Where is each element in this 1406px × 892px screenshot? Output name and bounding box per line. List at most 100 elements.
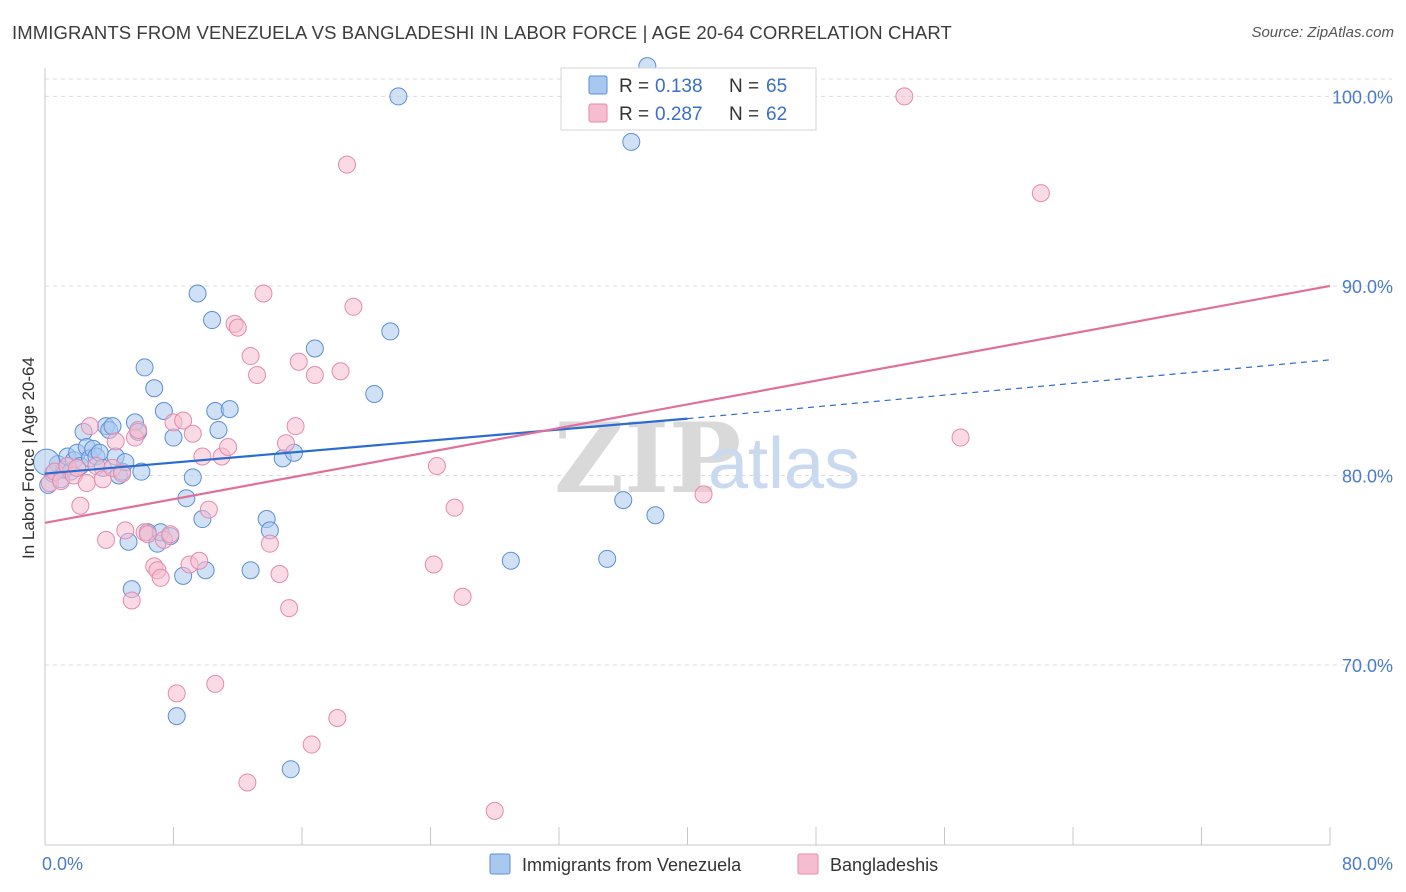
data-point	[219, 438, 238, 457]
data-point	[646, 506, 665, 525]
data-point	[254, 284, 273, 303]
series-bangladeshi-points	[40, 87, 1050, 820]
data-point	[68, 458, 87, 477]
legend-pink-r-label: R =	[619, 104, 649, 125]
data-point	[241, 347, 260, 366]
data-point	[305, 339, 324, 358]
x-tick-label: 0.0%	[42, 854, 83, 874]
data-point	[286, 417, 305, 436]
data-point	[113, 464, 132, 483]
data-point	[190, 551, 209, 570]
data-point	[424, 555, 443, 574]
data-point	[151, 568, 170, 587]
data-point	[138, 525, 157, 544]
data-point	[199, 500, 218, 519]
bottom-legend-blue-swatch	[489, 853, 511, 875]
y-tick-label: 100.0%	[1332, 87, 1393, 107]
trend-lines	[44, 284, 1331, 524]
legend-blue-n-label: N =	[729, 76, 759, 97]
data-point	[389, 87, 408, 106]
data-point	[241, 561, 260, 580]
data-point	[445, 498, 464, 517]
x-tick-label: 80.0%	[1342, 854, 1393, 874]
data-point	[302, 735, 321, 754]
data-point	[622, 132, 641, 151]
data-point	[80, 417, 99, 436]
data-point	[238, 773, 257, 792]
data-point	[193, 447, 212, 466]
data-point	[161, 525, 180, 544]
data-point	[122, 591, 141, 610]
data-point	[427, 456, 446, 475]
trend-line	[44, 284, 1331, 524]
data-point	[129, 420, 148, 439]
data-point	[183, 424, 202, 443]
legend-blue-n-value: 65	[766, 76, 787, 97]
y-tick-label: 70.0%	[1342, 656, 1393, 676]
data-point	[381, 322, 400, 341]
data-point	[365, 384, 384, 403]
data-point	[1031, 184, 1050, 203]
data-point	[337, 155, 356, 174]
data-point	[135, 358, 154, 377]
data-point	[203, 311, 222, 330]
correlation-legend: R = 0.138 N = 65 R = 0.287 N = 62	[560, 67, 817, 131]
data-point	[598, 549, 617, 568]
data-point	[614, 491, 633, 510]
data-point	[228, 318, 247, 337]
data-point	[951, 428, 970, 447]
data-point	[260, 534, 279, 553]
data-point	[164, 428, 183, 447]
data-point	[248, 366, 267, 385]
data-point	[71, 496, 90, 515]
chart-source: Source: ZipAtlas.com	[1251, 24, 1394, 41]
data-point	[167, 707, 186, 726]
data-point	[270, 564, 289, 583]
y-tick-label: 90.0%	[1342, 277, 1393, 297]
bottom-legend-pink-label: Bangladeshis	[830, 855, 938, 875]
trend-line	[44, 417, 688, 475]
data-point	[103, 417, 122, 436]
bottom-legend-pink-swatch	[797, 853, 819, 875]
legend-pink-swatch	[588, 103, 608, 123]
data-point	[132, 462, 151, 481]
data-point	[694, 485, 713, 504]
y-tick-label: 80.0%	[1342, 466, 1393, 486]
data-point	[289, 352, 308, 371]
legend-blue-swatch	[588, 75, 608, 95]
data-point	[183, 468, 202, 487]
bottom-legend-blue-label: Immigrants from Venezuela	[522, 855, 742, 875]
data-point	[209, 420, 228, 439]
data-point	[206, 674, 225, 693]
data-point	[281, 760, 300, 779]
legend-pink-r-value: 0.287	[655, 104, 703, 125]
data-point	[77, 474, 96, 493]
data-point	[97, 530, 116, 549]
legend-pink-n-label: N =	[729, 104, 759, 125]
data-point	[331, 362, 350, 381]
data-point	[895, 87, 914, 106]
data-point	[174, 411, 193, 430]
data-point	[328, 709, 347, 728]
y-tick-labels: 70.0% 80.0% 90.0% 100.0%	[1332, 87, 1393, 676]
data-point	[501, 551, 520, 570]
data-point	[280, 599, 299, 618]
data-point	[106, 432, 125, 451]
series-legend: Immigrants from Venezuela Bangladeshis	[489, 853, 938, 875]
legend-blue-r-value: 0.138	[655, 76, 703, 97]
trend-line-extension	[687, 359, 1331, 420]
data-point	[145, 379, 164, 398]
data-point	[485, 801, 504, 820]
watermark-atlas: atlas	[708, 424, 860, 504]
data-point	[305, 366, 324, 385]
data-point	[220, 400, 239, 419]
legend-blue-r-label: R =	[619, 76, 649, 97]
data-point	[188, 284, 207, 303]
data-point	[453, 587, 472, 606]
legend-pink-n-value: 62	[766, 104, 787, 125]
chart-title: IMMIGRANTS FROM VENEZUELA VS BANGLADESHI…	[12, 22, 952, 43]
data-point	[276, 434, 295, 453]
x-tick-labels: 0.0% 80.0%	[42, 854, 1393, 874]
data-point	[167, 684, 186, 703]
